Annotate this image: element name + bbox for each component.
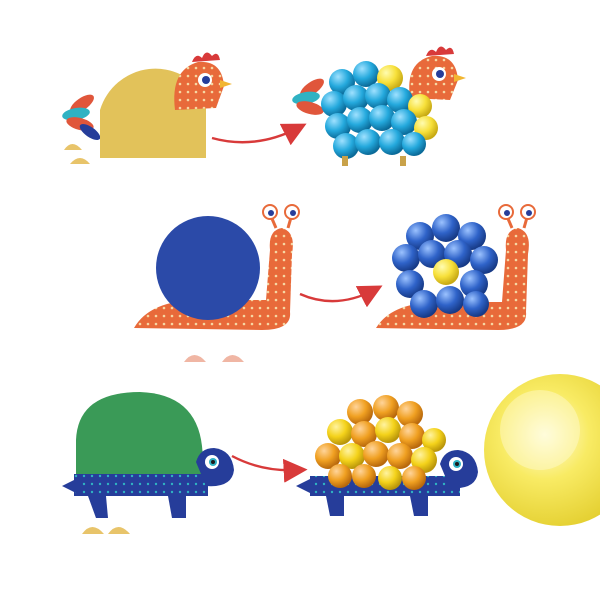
hen-template — [62, 52, 232, 164]
turtle-foot-piece — [108, 527, 130, 534]
turtle-finished — [296, 395, 478, 516]
pompom-cluster — [321, 61, 438, 159]
snail-foot-piece — [222, 355, 244, 362]
snail-shell-disc — [156, 216, 260, 320]
turtle-shell-disc — [76, 392, 206, 490]
arrow-right-icon — [231, 454, 308, 483]
hen-tail — [292, 78, 324, 115]
pompom-icon — [484, 374, 600, 526]
hen-finished — [292, 46, 466, 166]
hen-head — [174, 52, 232, 110]
pompom-cluster — [392, 214, 498, 318]
hen-foot-piece — [64, 144, 82, 150]
turtle-foot-piece — [82, 527, 104, 534]
hen-head — [409, 46, 466, 100]
snail-foot-piece — [184, 355, 206, 362]
turtle-template — [62, 392, 234, 534]
snail-finished — [376, 204, 536, 330]
hen-foot-piece — [70, 158, 90, 164]
arrow-right-icon — [211, 123, 307, 146]
snail-template — [134, 204, 300, 362]
pompom-cluster — [315, 395, 446, 490]
arrow-right-icon — [299, 285, 383, 308]
hen-tail — [62, 94, 101, 141]
